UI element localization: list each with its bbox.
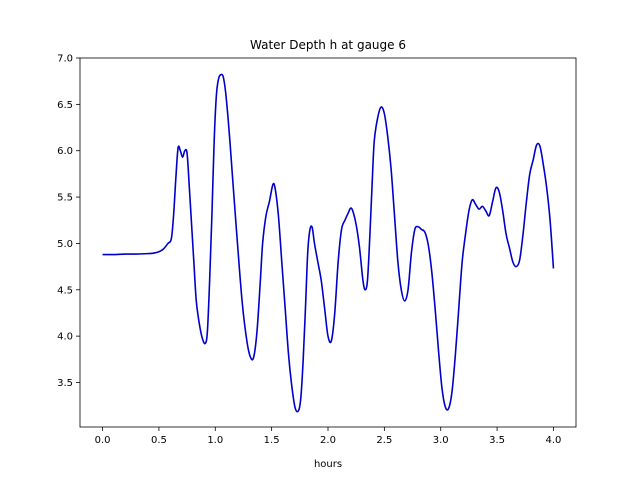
x-axis-label: hours [314, 459, 342, 470]
x-tick-label: 3.0 [433, 435, 449, 446]
x-tick-label: 1.0 [207, 435, 223, 446]
y-tick-label: 6.5 [57, 100, 73, 111]
chart-title: Water Depth h at gauge 6 [250, 38, 406, 52]
x-tick-label: 0.5 [151, 435, 167, 446]
x-tick-label: 2.0 [320, 435, 336, 446]
x-axis: 0.0 0.5 1.0 1.5 2.0 2.5 3.0 3.5 4.0 [95, 427, 562, 446]
y-axis: 3.5 4.0 4.5 5.0 5.5 6.0 6.5 7.0 [57, 54, 80, 389]
y-tick-label: 5.0 [57, 239, 73, 250]
y-tick-label: 4.5 [57, 285, 73, 296]
series-line [102, 73, 555, 413]
y-tick-label: 7.0 [57, 54, 73, 65]
y-tick-label: 4.0 [57, 332, 73, 343]
y-tick-label: 5.5 [57, 193, 73, 204]
y-tick-label: 6.0 [57, 146, 73, 157]
x-tick-label: 1.5 [264, 435, 280, 446]
series-group [102, 73, 555, 413]
x-tick-label: 4.0 [546, 435, 562, 446]
x-tick-label: 0.0 [95, 435, 111, 446]
x-tick-label: 3.5 [489, 435, 505, 446]
y-tick-label: 3.5 [57, 378, 73, 389]
x-tick-label: 2.5 [376, 435, 392, 446]
